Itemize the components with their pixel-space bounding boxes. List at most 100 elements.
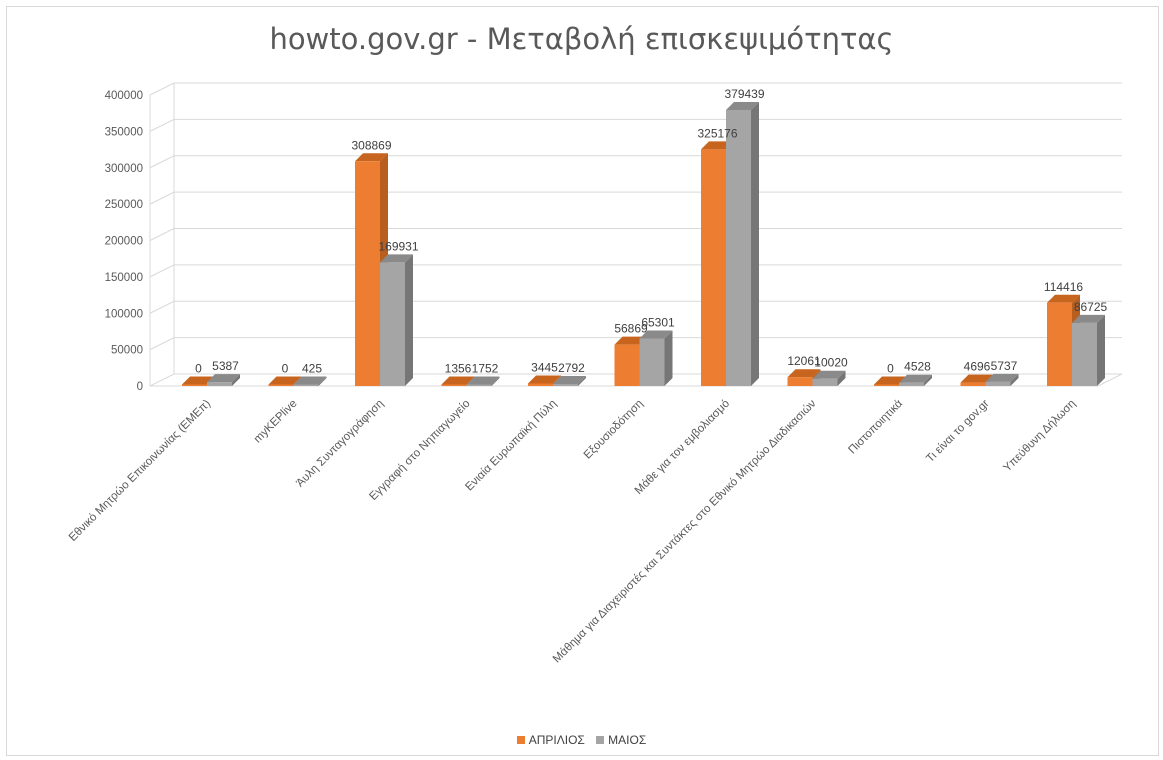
- bar-may-side: [232, 374, 240, 386]
- bar-may-side: [491, 376, 500, 386]
- bar-may-front: [899, 382, 924, 386]
- x-tick-label: Εθνικό Μητρώο Επικοινωνίας (ΕΜΕπ): [67, 398, 213, 544]
- x-tick-label: Εγγραφή στο Νηπιαγωγείο: [367, 398, 472, 503]
- bar-may-side: [405, 254, 413, 386]
- x-tick-label: Τι είναι το gov.gr: [924, 398, 991, 465]
- bar-may-side: [1097, 314, 1105, 386]
- bar-may-front: [553, 383, 578, 386]
- data-label-may: 86725: [1074, 300, 1108, 314]
- x-tick-label: myKEPlive: [252, 398, 300, 446]
- y-tick-label: 50000: [111, 345, 143, 357]
- y-tick-label: 150000: [105, 272, 143, 284]
- bar-april-top: [960, 374, 994, 383]
- data-label-may: 10020: [814, 356, 848, 370]
- data-labels: 0 5387 0 425 308869 169931 1356 1752 3445 2792 568…: [195, 87, 1107, 376]
- legend: ΑΠΡΙΛΙΟΣ ΜΑΙΟΣ: [0, 733, 1163, 747]
- bar-april-front: [960, 382, 986, 386]
- bar-may-side: [578, 375, 586, 386]
- bar-april-front: [874, 384, 899, 386]
- y-axis: 0 50000 100000 150000 200000 250000 300000 3500…: [105, 90, 143, 393]
- bar-may: [293, 376, 327, 386]
- data-label-april: 325176: [697, 126, 737, 140]
- bar-may: [899, 374, 932, 386]
- bar-may-front: [466, 384, 492, 386]
- data-label-april: 3445: [531, 360, 558, 374]
- bar-april-top: [874, 376, 907, 385]
- gridline: [149, 82, 1122, 96]
- bar-may-top: [639, 330, 673, 339]
- y-tick-label: 350000: [105, 126, 143, 138]
- bar-may: [639, 330, 673, 386]
- bar-may-top: [1072, 314, 1105, 323]
- y-tick-label: 400000: [105, 90, 143, 102]
- bar-april-front: [528, 383, 553, 386]
- y-tick-label: 200000: [105, 236, 143, 248]
- bar-may-front: [726, 109, 751, 386]
- data-label-april: 4696: [964, 360, 991, 374]
- data-label-april: 1356: [445, 362, 472, 376]
- y-tick-label: 100000: [105, 308, 143, 320]
- data-label-may: 1752: [472, 362, 499, 376]
- legend-label-may: ΜΑΙΟΣ: [608, 733, 647, 747]
- bar-may-front: [639, 338, 665, 386]
- bar-may-front: [1072, 322, 1097, 386]
- bar-april-top: [787, 369, 821, 378]
- legend-swatch-april: [516, 736, 525, 744]
- gridline: [149, 300, 1122, 314]
- data-label-april: 56869: [614, 322, 648, 336]
- bar-may-front: [985, 381, 1011, 386]
- bar-april-front: [441, 384, 467, 386]
- data-label-may: 5737: [991, 359, 1018, 373]
- legend-item-may: ΜΑΙΟΣ: [596, 733, 646, 747]
- data-label-may: 425: [302, 362, 322, 376]
- bar-may-top: [812, 370, 846, 379]
- bar-may: [466, 376, 500, 386]
- gridline: [149, 228, 1122, 241]
- legend-swatch-may: [596, 736, 605, 744]
- data-label-april: 114416: [1044, 280, 1083, 294]
- bar-may-side: [837, 370, 846, 386]
- gridline: [149, 155, 1122, 169]
- bar-april-front: [701, 149, 726, 386]
- bar-may-top: [726, 101, 759, 110]
- y-tick-label: 300000: [105, 163, 143, 175]
- bar-april-top: [1047, 294, 1080, 303]
- bars: [182, 101, 1105, 386]
- data-label-may: 4528: [904, 360, 931, 374]
- data-label-may: 379439: [724, 87, 764, 101]
- data-label-may: 169931: [378, 239, 418, 253]
- bar-may-top: [985, 373, 1019, 382]
- bar-may: [1072, 314, 1105, 386]
- bar-may: [207, 374, 240, 386]
- legend-item-april: ΑΠΡΙΛΙΟΣ: [516, 733, 585, 747]
- bar-may-side: [924, 374, 932, 386]
- bar-may-top: [293, 376, 327, 385]
- x-tick-label: Άυλη Συνταγογράφηση: [294, 398, 386, 490]
- bar-may-top: [466, 376, 500, 385]
- bar-april-top: [182, 376, 215, 385]
- x-tick-label: Εξουσιοδότηση: [582, 398, 646, 462]
- x-tick-label: Πιστοποιητικά: [846, 397, 905, 456]
- data-label-april: 0: [887, 362, 894, 376]
- bar-may: [985, 373, 1019, 386]
- y-tick-label: 250000: [105, 199, 143, 211]
- bar-april-top: [355, 153, 388, 162]
- bar-april-front: [614, 344, 640, 386]
- data-label-april: 308869: [351, 138, 391, 152]
- gridline: [149, 264, 1122, 278]
- data-label-may: 65301: [641, 315, 675, 329]
- data-label-may: 5387: [212, 359, 239, 373]
- bar-april-top: [701, 141, 734, 150]
- bar-may: [812, 370, 846, 386]
- bar-may-top: [380, 254, 413, 263]
- bar-may-side: [1010, 373, 1019, 386]
- bar-april-top: [614, 336, 648, 345]
- bar-may: [553, 375, 586, 386]
- bar-may-side: [318, 376, 327, 386]
- bar-may-front: [812, 378, 838, 386]
- bar-april-front: [182, 384, 207, 386]
- gridline: [149, 118, 1122, 132]
- x-tick-label: Ενιαία Ευρωπαϊκή Πύλη: [463, 398, 559, 494]
- x-axis: Εθνικό Μητρώο Επικοινωνίας (ΕΜΕπ) myKEPli…: [67, 397, 1078, 665]
